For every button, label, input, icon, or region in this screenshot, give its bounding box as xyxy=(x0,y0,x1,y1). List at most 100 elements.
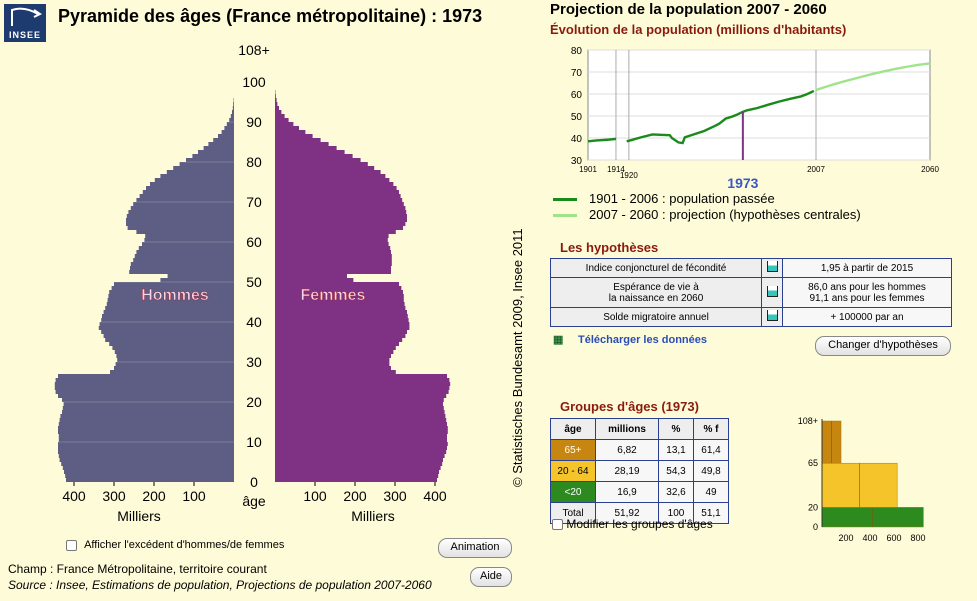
age-tick-label: 108+ xyxy=(238,42,270,58)
men-bar-age-87 xyxy=(221,130,234,134)
page-title: Pyramide des âges (France métropolitaine… xyxy=(58,6,483,26)
age-group-label[interactable]: 65+ xyxy=(550,439,596,461)
spreadsheet-icon[interactable]: ▦ xyxy=(553,334,564,346)
age-group-millions: 28,19 xyxy=(595,460,659,482)
women-bar-age-31 xyxy=(275,354,391,358)
excess-checkbox[interactable] xyxy=(66,539,77,551)
age-group-label[interactable]: <20 xyxy=(550,481,596,503)
animation-button[interactable]: Animation xyxy=(438,538,512,558)
hypothesis-value: 86,0 ans pour les hommes 91,1 ans pour l… xyxy=(782,277,952,308)
legend-projection-label: 2007 - 2060 : projection (hypothèses cen… xyxy=(589,207,861,222)
women-bar-age-25 xyxy=(275,378,450,382)
women-bar-age-30 xyxy=(275,358,390,362)
men-bar-age-39 xyxy=(99,322,234,326)
women-bar-age-6 xyxy=(275,454,445,458)
women-x-tick-label: 300 xyxy=(383,488,407,504)
legend-past-swatch xyxy=(553,198,577,202)
men-bar-age-63 xyxy=(127,226,234,230)
men-bar-age-94 xyxy=(233,102,234,106)
hypothesis-row-migration[interactable]: Solde migratoire annuel + 100000 par an xyxy=(550,307,952,327)
men-bar-age-46 xyxy=(108,294,234,298)
women-bar-age-17 xyxy=(275,410,445,414)
women-bar-age-51 xyxy=(275,274,347,278)
women-bar-age-74 xyxy=(275,182,394,186)
men-x-tick-label: 300 xyxy=(102,488,126,504)
men-bar-age-56 xyxy=(134,254,234,258)
age-group-row-under20: <20 16,9 32,6 49 xyxy=(550,481,729,503)
change-hypotheses-button[interactable]: Changer d'hypothèses xyxy=(815,336,951,356)
men-bar-age-80 xyxy=(186,158,234,162)
modify-groups-option[interactable]: Modifier les groupes d'âges xyxy=(552,517,713,531)
age-group-pctf: 51,1 xyxy=(693,502,729,524)
projection-title: Projection de la population 2007 - 2060 xyxy=(550,1,827,18)
men-bar-age-35 xyxy=(105,338,234,342)
women-bar-age-48 xyxy=(275,286,402,290)
age-group-pct: 100 xyxy=(658,502,694,524)
women-bar-age-70 xyxy=(275,198,403,202)
men-axis-label: Milliers xyxy=(117,508,161,524)
men-bar-age-64 xyxy=(126,222,234,226)
women-bar-age-34 xyxy=(275,342,399,346)
women-bar-age-88 xyxy=(275,126,299,130)
women-bar-age-11 xyxy=(275,434,447,438)
women-bar-age-91 xyxy=(275,114,285,118)
women-bar-age-89 xyxy=(275,122,294,126)
age-groups-y-tick: 108+ xyxy=(798,416,818,426)
women-bar-age-61 xyxy=(275,234,389,238)
women-bar-age-4 xyxy=(275,462,443,466)
women-bar-age-0 xyxy=(275,478,437,482)
help-button[interactable]: Aide xyxy=(470,567,512,587)
age-tick-label: 60 xyxy=(246,234,262,250)
age-group-pct: 13,1 xyxy=(658,439,694,461)
age-group-label[interactable]: 20 - 64 xyxy=(550,460,596,482)
men-bar-age-75 xyxy=(154,178,234,182)
women-bar-age-44 xyxy=(275,302,405,306)
men-bar-age-83 xyxy=(203,146,234,150)
men-bar-age-25 xyxy=(55,378,234,382)
women-bar-age-35 xyxy=(275,338,403,342)
excess-option[interactable]: Afficher l'excédent d'hommes/de femmes xyxy=(66,539,284,551)
women-bar-age-19 xyxy=(275,402,443,406)
men-bar-age-71 xyxy=(139,194,234,198)
glass-icon[interactable] xyxy=(761,277,783,308)
women-bar-age-79 xyxy=(275,162,368,166)
men-bar-age-42 xyxy=(103,310,234,314)
line-chart-y-tick: 50 xyxy=(571,112,583,123)
download-data-link[interactable]: Télécharger les données xyxy=(578,334,707,346)
glass-icon[interactable] xyxy=(761,307,783,327)
glass-icon[interactable] xyxy=(761,258,783,278)
age-group-row-total: Total 51,92 100 51,1 xyxy=(550,502,729,524)
header-millions: millions xyxy=(595,418,659,440)
men-bar-age-38 xyxy=(98,326,234,330)
men-bar-age-26 xyxy=(58,374,234,378)
legend-projection: 2007 - 2060 : projection (hypothèses cen… xyxy=(553,207,861,222)
men-bar-age-1 xyxy=(65,474,234,478)
men-bar-age-62 xyxy=(136,230,234,234)
men-bar-age-53 xyxy=(130,266,234,270)
line-chart-y-tick: 30 xyxy=(571,156,583,167)
age-group-pctf: 49 xyxy=(693,481,729,503)
projection-subtitle: Évolution de la population (millions d'h… xyxy=(550,22,847,37)
women-bar-age-69 xyxy=(275,202,404,206)
women-bar-age-18 xyxy=(275,406,444,410)
hypotheses-table: Indice conjoncturel de fécondité 1,95 à … xyxy=(550,258,952,327)
age-groups-chart: 0 20 65 108+ 200 400 600 800 xyxy=(798,416,926,542)
modify-groups-checkbox[interactable] xyxy=(552,519,563,531)
women-bar-age-33 xyxy=(275,346,396,350)
line-chart-y-tick: 80 xyxy=(571,46,583,57)
men-bar-age-84 xyxy=(208,142,234,146)
hypothesis-row-fertility[interactable]: Indice conjoncturel de fécondité 1,95 à … xyxy=(550,258,952,278)
age-tick-label: 40 xyxy=(246,314,262,330)
age-group-pct: 54,3 xyxy=(658,460,694,482)
hypothesis-row-life-expectancy[interactable]: Espérance de vie à la naissance en 2060 … xyxy=(550,277,952,308)
legend-past-label: 1901 - 2006 : population passée xyxy=(589,191,775,206)
men-bar-age-92 xyxy=(232,110,234,114)
men-bar-age-91 xyxy=(230,114,234,118)
men-bar-age-82 xyxy=(198,150,234,154)
men-bar-age-4 xyxy=(61,462,235,466)
women-x-tick-label: 400 xyxy=(423,488,447,504)
age-tick-label: 90 xyxy=(246,114,262,130)
men-bar-age-48 xyxy=(111,286,234,290)
men-series-label: Hommes xyxy=(141,287,209,304)
